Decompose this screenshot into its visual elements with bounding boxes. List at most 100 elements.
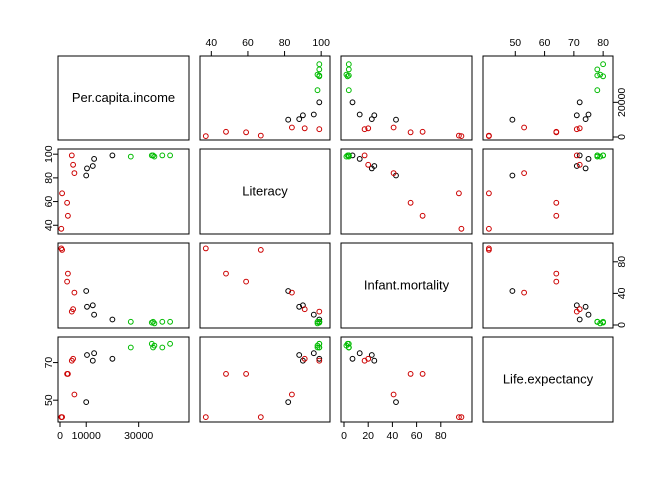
panel-infant-mortality-vs-infant-mortality [340, 242, 473, 329]
data-point [576, 306, 583, 313]
data-point [300, 112, 306, 119]
data-point [150, 152, 157, 159]
data-point [316, 355, 323, 362]
data-point [486, 225, 492, 232]
data-point [223, 270, 229, 277]
data-point [573, 302, 580, 309]
data-point [296, 116, 303, 122]
panel-life-expectancy-vs-literacy [199, 336, 331, 423]
data-point [285, 116, 292, 123]
data-point [167, 152, 174, 159]
data-point [365, 161, 372, 168]
tick-label: 30000 [124, 430, 153, 442]
tick-label: 50 [43, 394, 55, 406]
data-point [84, 303, 90, 310]
data-point [356, 350, 363, 357]
data-point [600, 61, 606, 68]
data-point [316, 344, 323, 351]
data-point [150, 318, 157, 325]
data-point [553, 270, 560, 277]
data-point [345, 66, 352, 73]
data-point [257, 414, 264, 421]
panel-literacy-vs-per-capita-income [57, 148, 190, 235]
data-point [486, 132, 492, 139]
data-point [301, 125, 308, 132]
data-point [390, 170, 397, 177]
data-point [223, 128, 229, 135]
data-point [71, 391, 78, 398]
data-point [407, 199, 414, 206]
data-point [84, 352, 90, 358]
data-point [127, 344, 134, 351]
data-point [458, 133, 465, 140]
tick-label: 80 [279, 37, 291, 49]
data-point [58, 225, 65, 232]
panel-per-capita-income-vs-literacy [199, 55, 331, 141]
tick-label: 60 [539, 37, 551, 49]
data-point [91, 156, 97, 162]
tick-label: 40 [387, 430, 399, 442]
tick-label: 80 [43, 172, 55, 184]
data-point [316, 340, 323, 347]
data-point [243, 129, 250, 136]
data-point [285, 399, 292, 406]
data-point [83, 399, 90, 406]
data-point [456, 190, 462, 197]
tick-label: 60 [411, 430, 423, 442]
tick-label: 0 [616, 134, 628, 140]
data-point [314, 87, 321, 94]
data-point [71, 170, 78, 177]
data-point [89, 302, 96, 309]
data-point [390, 391, 397, 398]
data-point [597, 320, 604, 327]
data-point [64, 199, 70, 206]
tick-label: 100 [312, 37, 330, 49]
data-point [316, 357, 323, 364]
data-point [310, 350, 317, 357]
panel-per-capita-income-vs-life-expectancy [482, 55, 614, 141]
data-point [356, 111, 363, 118]
data-point [151, 320, 158, 327]
data-point [301, 306, 308, 313]
data-point [243, 278, 250, 285]
tick-label: 20000 [616, 88, 628, 117]
data-point [345, 340, 352, 347]
data-point [310, 311, 317, 318]
data-point [356, 156, 363, 162]
data-point [407, 371, 414, 377]
tick-label: 60 [242, 37, 254, 49]
data-point [159, 152, 166, 159]
data-point [71, 289, 78, 296]
data-point [127, 153, 134, 160]
data-point [582, 116, 589, 122]
diagonal-label-infant-mortality: Infant.mortality [364, 278, 450, 293]
data-point [594, 318, 601, 325]
data-point [202, 245, 209, 252]
data-point [349, 355, 356, 362]
data-point [509, 172, 516, 179]
tick-label: 100 [43, 145, 55, 163]
data-point [553, 199, 560, 206]
data-point [345, 61, 352, 68]
data-point [64, 278, 70, 285]
data-point [316, 126, 323, 133]
diagonal-label-per-capita-income: Per.capita.income [72, 90, 175, 105]
tick-label: 20 [362, 430, 374, 442]
data-point [202, 133, 209, 140]
data-point [89, 357, 96, 364]
data-point [390, 124, 397, 131]
data-point [521, 289, 527, 296]
data-point [289, 289, 295, 296]
data-point [582, 165, 589, 172]
data-point [59, 247, 65, 253]
data-point [456, 414, 462, 421]
data-point [368, 352, 375, 358]
data-point [343, 71, 350, 78]
data-point [573, 126, 580, 133]
data-point [289, 124, 295, 131]
panel-literacy-vs-infant-mortality [340, 148, 473, 235]
data-point [576, 316, 583, 323]
tick-label: 80 [597, 37, 609, 49]
panel-per-capita-income-vs-infant-mortality [340, 55, 473, 141]
